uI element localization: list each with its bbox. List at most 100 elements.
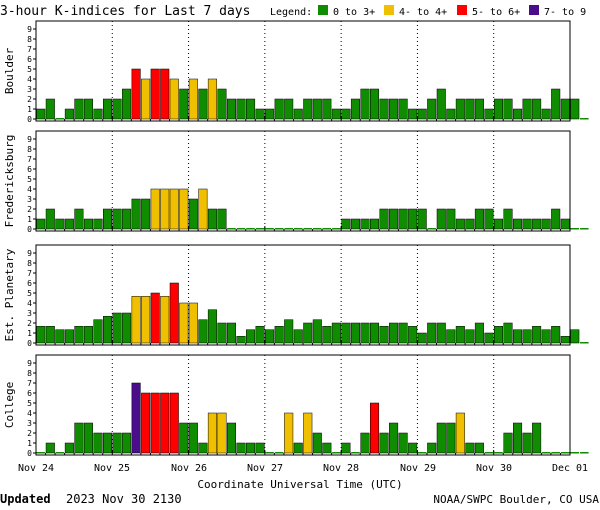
k-bar (74, 98, 84, 120)
k-bar (532, 326, 542, 344)
k-bar (389, 322, 399, 344)
k-bar (36, 326, 46, 344)
k-bar (436, 422, 446, 454)
k-bar (570, 452, 580, 454)
k-bar (427, 228, 436, 230)
panels: 0123456789Boulder0123456789Fredericksbur… (3, 20, 589, 458)
k-bar (74, 208, 84, 230)
k-bar (341, 442, 351, 454)
k-bar (55, 329, 65, 344)
x-axis-label: Coordinate Universal Time (UTC) (197, 478, 402, 491)
k-bar (236, 336, 246, 344)
k-bar (255, 442, 265, 454)
k-bar (484, 108, 494, 120)
k-bar (341, 322, 351, 344)
k-bar (370, 218, 380, 230)
k-bar (45, 98, 55, 120)
k-bar (265, 228, 274, 230)
legend: 0 to 3+ 4- to 4+ 5- to 6+ 7- to 9 (318, 5, 586, 18)
y-tick-label: 7 (27, 155, 32, 164)
k-bar (360, 218, 370, 230)
k-bar (370, 322, 380, 344)
k-bar (236, 98, 246, 120)
k-bar (455, 412, 465, 454)
k-bar (160, 392, 170, 454)
k-bar (379, 208, 389, 230)
k-bar (83, 422, 93, 454)
k-bar (474, 208, 484, 230)
y-tick-label: 5 (27, 65, 32, 74)
k-bar (226, 422, 236, 454)
k-bar (303, 228, 313, 230)
k-bar (122, 432, 132, 454)
k-bar (312, 98, 322, 120)
k-bar (570, 98, 580, 120)
k-bar (207, 78, 217, 120)
updated-value: 2023 Nov 30 2130 (66, 492, 182, 506)
k-bar (274, 228, 284, 230)
x-tick-label: Nov 24 (18, 463, 54, 474)
k-bar (274, 452, 284, 454)
k-bar (150, 188, 160, 230)
k-bar (265, 329, 275, 344)
k-bar (436, 208, 446, 230)
k-bar (55, 452, 65, 454)
k-bar (236, 442, 246, 454)
k-bar (198, 319, 208, 344)
y-tick-label: 8 (27, 369, 32, 378)
k-bar (389, 422, 399, 454)
credit-text: NOAA/SWPC Boulder, CO USA (433, 493, 599, 506)
k-bar (360, 322, 370, 344)
k-bar (112, 208, 122, 230)
k-bar (522, 329, 532, 344)
k-bar (408, 208, 418, 230)
k-bar (255, 228, 265, 230)
k-bar (217, 322, 227, 344)
k-bar (246, 329, 256, 344)
y-tick-label: 6 (27, 389, 32, 398)
panel-label: College (3, 382, 16, 428)
k-bar (446, 208, 456, 230)
k-bar (207, 208, 217, 230)
k-bar (217, 88, 227, 120)
y-tick-label: 3 (27, 85, 32, 94)
k-bar (465, 442, 475, 454)
k-bar (370, 88, 380, 120)
k-bar (112, 312, 122, 344)
k-bar (532, 422, 542, 454)
k-bar (293, 228, 303, 230)
x-tick-labels: Nov 24 Nov 25 Nov 26 Nov 27 Nov 28 Nov 2… (18, 463, 588, 474)
k-bar (303, 412, 313, 454)
y-tick-label: 7 (27, 45, 32, 54)
y-tick-label: 1 (27, 439, 32, 448)
y-tick-label: 0 (27, 115, 32, 124)
legend-label: Legend: (270, 7, 312, 18)
k-bar (93, 218, 103, 230)
y-tick-label: 7 (27, 379, 32, 388)
k-bar (474, 322, 484, 344)
k-bar (570, 329, 580, 344)
k-bar (350, 322, 360, 344)
k-bar (179, 88, 189, 120)
k-bar (55, 118, 65, 120)
k-bar (255, 326, 265, 344)
k-bar (293, 108, 303, 120)
k-bar (455, 218, 465, 230)
k-bar (417, 108, 427, 120)
k-bar (112, 432, 122, 454)
legend-swatch-yellow (384, 5, 394, 15)
k-bar (226, 322, 236, 344)
k-bar (341, 218, 351, 230)
k-bar (484, 332, 494, 344)
k-bar (513, 329, 523, 344)
k-bar (541, 329, 551, 344)
k-bar (74, 422, 84, 454)
y-tick-label: 6 (27, 165, 32, 174)
k-bar (331, 322, 341, 344)
k-bar (207, 309, 217, 344)
k-bar (493, 218, 504, 230)
k-bar (332, 452, 341, 454)
k-bar (141, 78, 151, 120)
k-bar (188, 422, 198, 454)
